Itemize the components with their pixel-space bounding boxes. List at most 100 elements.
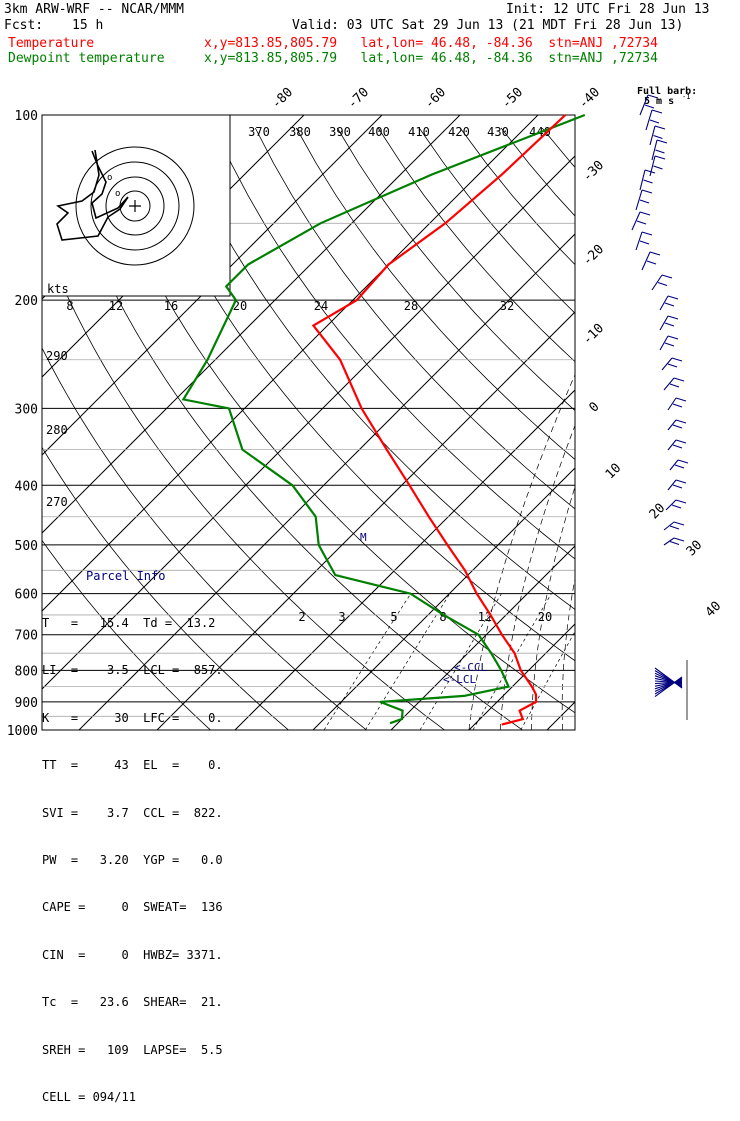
temperature-tick-label: -70 [345, 85, 372, 112]
wind-barb-flag [675, 439, 687, 444]
parcel-row: CELL = 094/11 [42, 1089, 136, 1104]
theta-label: 400 [368, 125, 390, 139]
dry-adiabat-line [459, 127, 575, 266]
pressure-tick-label: 800 [15, 664, 38, 679]
valid-time: Valid: 03 UTC Sat 29 Jun 13 (21 MDT Fri … [292, 18, 684, 33]
wind-barbs [631, 94, 689, 720]
wind-barb [635, 231, 643, 251]
wind-barb-flag [646, 260, 657, 265]
m-marker: M [360, 531, 367, 544]
parcel-row: CAPE = 0 SWEAT= 136 [42, 900, 223, 915]
pressure-tick-labels: 100 200 300 400 500 600 700 800 900 1000 [7, 109, 38, 739]
theta-label: 410 [408, 125, 430, 139]
dry-adiabat-line [42, 347, 368, 730]
theta-label: 280 [46, 423, 68, 437]
mixing-ratio-label: 12 [478, 610, 492, 624]
temperature-location: x,y=813.85,805.79 lat,lon= 46.48, -84.36… [204, 36, 658, 51]
wind-barb-flag [641, 189, 653, 194]
parcel-info-panel: Parcel Info T = 15.4 Td = 13.2 LI = 3.5 … [42, 537, 232, 1121]
theta-label: 430 [487, 125, 509, 139]
dewpoint-line [181, 113, 586, 725]
forecast-label: Fcst: [4, 18, 44, 33]
mixing-ratio-line [323, 593, 412, 730]
theta-label: 270 [46, 495, 68, 509]
forecast-hour: 15 h [72, 18, 104, 33]
wind-barb [667, 479, 677, 491]
wind-barb-flag [649, 251, 661, 256]
moist-adiabat-line [531, 485, 575, 730]
pressure-tick-label: 300 [15, 402, 38, 417]
isotherm-line [703, 115, 740, 730]
wind-barb [659, 295, 669, 311]
pressure-tick-label: 700 [15, 629, 38, 644]
wind-barb [669, 459, 679, 471]
wind-barb-flag [653, 165, 663, 170]
wind-barb-flag [654, 155, 666, 160]
temperature-tick-label: -50 [499, 85, 526, 112]
wind-barb [649, 125, 656, 146]
dry-adiabat-line [254, 127, 575, 510]
wind-barb [663, 521, 675, 531]
wind-barb-flag [672, 444, 683, 449]
wind-barb-flag [647, 94, 659, 99]
moist-adiabat-line [468, 373, 575, 730]
mixing-ratio-label: 8 [439, 610, 446, 624]
wind-barb-flag [644, 169, 656, 174]
parcel-row: LI = 3.5 LCL = 857. [42, 663, 223, 678]
isotherm-line [312, 467, 575, 730]
wind-barb [639, 94, 649, 116]
wind-barb-flag [664, 322, 675, 327]
wind-barb-flag [664, 342, 675, 347]
dry-adiabat-line [336, 127, 575, 411]
isotherm-line [78, 233, 575, 730]
parcel-row: SVI = 3.7 CCL = 822. [42, 805, 223, 820]
wind-barb-flag [667, 335, 679, 340]
wind-barb-flag [674, 464, 685, 469]
svg-text:o: o [115, 189, 120, 199]
dry-adiabat-line [50, 127, 524, 730]
wind-barb [654, 676, 683, 698]
isotherm-line [390, 545, 575, 730]
wind-barb-flag [639, 199, 650, 204]
wind-barb [641, 251, 651, 271]
temperature-tick-label: 30 [684, 538, 706, 560]
wind-barb-flag [653, 134, 663, 140]
isotherm-line [234, 389, 575, 730]
pressure-tick-label: 500 [15, 539, 38, 554]
wind-barb [667, 397, 677, 411]
wind-barb-flag [675, 479, 687, 484]
mixing-ratio-label: 20 [538, 610, 552, 624]
dry-adiabat-line [214, 127, 575, 560]
temperature-tick-label: 40 [703, 599, 725, 621]
temperature-tick-label: -40 [576, 85, 603, 112]
wind-barb-flag [654, 125, 666, 130]
theta-label: 390 [329, 125, 351, 139]
wind-barb-flag [675, 419, 687, 424]
parcel-row: Tc = 23.6 SHEAR= 21. [42, 995, 223, 1010]
wind-barb [635, 189, 643, 211]
wind-barb-flag [673, 521, 685, 526]
wind-barb-flag [669, 383, 680, 388]
wind-barb-flag [675, 397, 687, 402]
wind-barb-flag [667, 315, 679, 320]
temperature-tick-label: -60 [422, 85, 449, 112]
wind-barb-flag [657, 281, 668, 287]
mixing-ratio-line [365, 593, 451, 730]
wind-barb-flag [641, 231, 653, 236]
isotherm-line [42, 115, 539, 612]
dry-adiabat-line [173, 127, 575, 610]
wind-barb [649, 155, 656, 177]
temperature-tick-label: 0 [586, 399, 602, 415]
moist-adiabat-line [499, 424, 575, 730]
wind-barb-flag [643, 179, 653, 184]
dry-adiabat-line [377, 127, 575, 363]
parcel-row: PW = 3.20 YGP = 0.0 [42, 852, 223, 867]
parcel-info-title: Parcel Info [86, 568, 166, 583]
init-time: Init: 12 UTC Fri 28 Jun 13 [506, 2, 710, 17]
pressure-tick-label: 900 [15, 696, 38, 711]
temperature-tick-label: 10 [603, 461, 625, 483]
parcel-row: TT = 43 EL = 0. [42, 758, 223, 773]
parcel-row: SREH = 109 LAPSE= 5.5 [42, 1042, 223, 1057]
wind-barb-flag [671, 357, 683, 362]
